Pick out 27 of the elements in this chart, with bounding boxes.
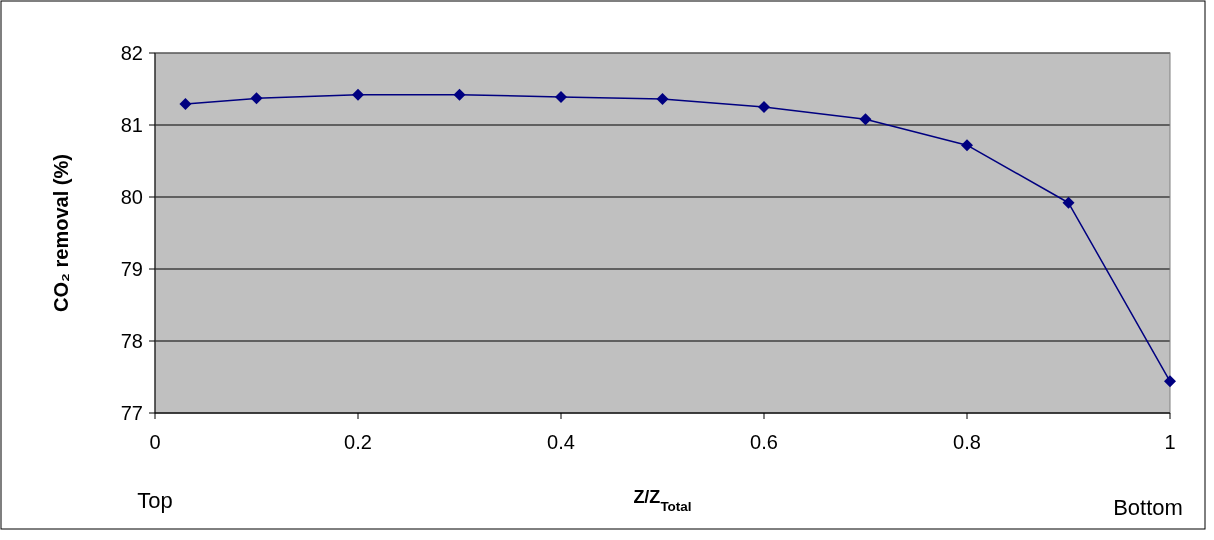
point	[961, 139, 973, 152]
y-tick-label: 82	[120, 42, 143, 64]
text: Top	[137, 488, 173, 513]
y-tick-label: 78	[120, 330, 143, 352]
y-tick-label: 81	[120, 114, 143, 136]
x-tick-label: 1	[1164, 431, 1176, 453]
point	[758, 101, 770, 113]
x-tick-label: 0	[149, 431, 161, 453]
x-tick-label: 0.2	[344, 431, 372, 453]
x-axis-title: Z/Z$_{Total}$	[633, 487, 692, 514]
x-tick-label: 0.6	[750, 431, 778, 453]
point	[859, 113, 872, 126]
point	[656, 93, 669, 106]
y-axis-title: CO₂ removal (%)	[50, 154, 72, 312]
point	[179, 98, 192, 111]
point	[555, 90, 567, 103]
point	[1062, 196, 1075, 209]
y-tick-label: 79	[120, 258, 143, 280]
point	[453, 88, 466, 101]
point	[250, 92, 263, 105]
y-tick-label: 77	[120, 402, 143, 424]
x-tick-label: 0.4	[547, 431, 575, 453]
point	[352, 88, 364, 101]
text: Bottom	[1113, 495, 1183, 520]
y-tick-label: 80	[120, 186, 143, 208]
point	[1164, 375, 1176, 388]
x-tick-label: 0.8	[953, 431, 981, 453]
